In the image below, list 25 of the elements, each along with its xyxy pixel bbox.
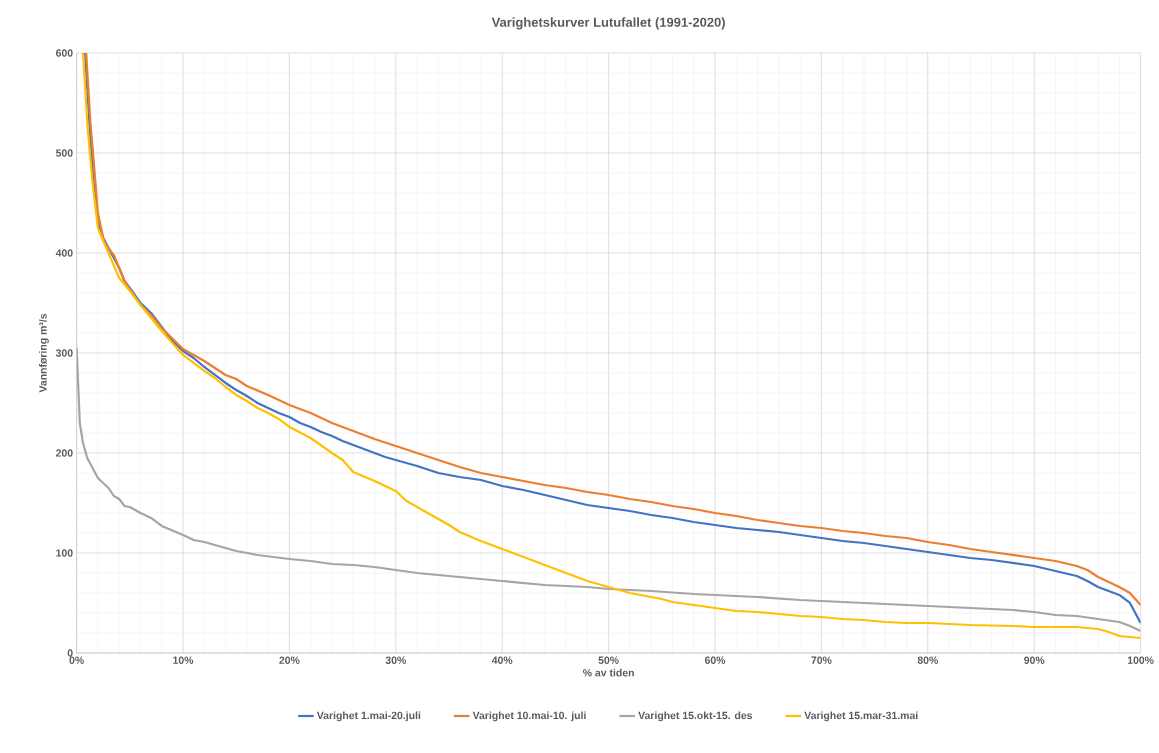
x-tick-label: 100% (1127, 656, 1154, 664)
x-tick-label: 10% (173, 656, 194, 664)
x-tick-label: 30% (385, 656, 406, 664)
y-tick-label: 500 (55, 149, 73, 157)
x-tick-label: 80% (917, 656, 938, 664)
y-tick-label: 100 (56, 549, 73, 557)
legend-label: Varighet 15.okt-15. des (638, 711, 753, 722)
legend-label: Varighet 1.mai-20.juli (316, 711, 421, 722)
y-tick-label: 600 (56, 49, 73, 57)
x-tick-label: 90% (1024, 656, 1045, 664)
x-tick-label: 60% (704, 656, 726, 664)
legend-label: Varighet 15.mar-31.mai (804, 711, 918, 722)
y-axis-title: Vannføring m³/s (39, 313, 49, 393)
y-tick-label: 400 (55, 249, 73, 257)
x-tick-label: 50% (598, 656, 619, 664)
y-tick-label: 300 (55, 349, 73, 357)
x-tick-label: 0% (69, 656, 84, 664)
y-tick-label: 200 (56, 449, 73, 457)
x-tick-label: 20% (279, 656, 300, 664)
y-tick-label: 0 (67, 649, 73, 657)
legend-label: Varighet 10.mai-10. juli (472, 711, 586, 722)
x-tick-label: 70% (811, 656, 832, 664)
x-axis-title: % av tiden (583, 668, 634, 677)
chart-title: Varighetskurver Lutufallet (1991-2020) (491, 17, 725, 30)
x-tick-label: 40% (491, 656, 513, 664)
